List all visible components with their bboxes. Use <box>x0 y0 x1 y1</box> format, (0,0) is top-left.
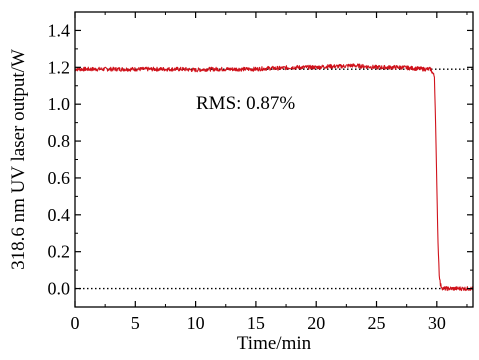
y-tick-label: 1.2 <box>48 57 71 77</box>
x-tick-label: 5 <box>131 313 140 333</box>
x-tick-label: 10 <box>187 313 205 333</box>
y-axis-title: 318.6 nm UV laser output/W <box>8 49 29 270</box>
y-tick-label: 0.0 <box>48 279 71 299</box>
x-tick-label: 20 <box>307 313 325 333</box>
y-tick-label: 0.2 <box>48 242 71 262</box>
x-tick-label: 15 <box>247 313 265 333</box>
y-tick-label: 0.6 <box>48 168 71 188</box>
y-tick-label: 0.8 <box>48 131 71 151</box>
plot-frame <box>74 11 474 308</box>
rms-annotation: RMS: 0.87% <box>196 93 295 114</box>
x-tick-label: 30 <box>428 313 446 333</box>
x-tick-label: 0 <box>71 313 80 333</box>
y-tick-label: 1.0 <box>48 94 71 114</box>
y-tick-label: 1.4 <box>48 20 71 40</box>
y-tick-label: 0.4 <box>48 205 71 225</box>
series-line-0 <box>74 63 474 292</box>
x-axis-title: Time/min <box>237 333 312 354</box>
x-tick-label: 25 <box>368 313 386 333</box>
y-axis: 0.0 0.2 0.4 0.6 0.8 1.0 1.2 1.4 <box>48 11 473 299</box>
x-axis: 0 5 10 15 20 25 30 <box>71 12 468 333</box>
series-layer <box>74 63 474 292</box>
